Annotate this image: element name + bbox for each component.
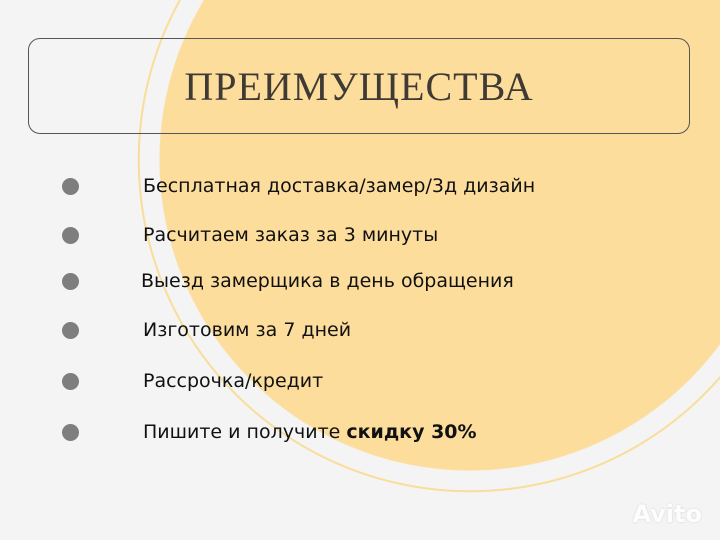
item-label: Бесплатная доставка/замер/3д дизайн <box>143 175 536 197</box>
list-item: Рассрочка/кредит <box>62 370 323 392</box>
list-item: Изготовим за 7 дней <box>62 319 351 341</box>
item-label: Рассрочка/кредит <box>143 370 324 392</box>
page-title: ПРЕИМУЩЕСТВА <box>184 63 534 109</box>
item-label: Пишите и получите скидку 30% <box>143 421 477 443</box>
item-label: Изготовим за 7 дней <box>143 319 352 341</box>
bullet-icon <box>62 321 79 339</box>
title-box: ПРЕИМУЩЕСТВА <box>28 38 690 134</box>
bullet-icon <box>62 226 79 244</box>
list-item: Расчитаем заказ за 3 минуты <box>62 224 438 246</box>
bullet-icon <box>62 423 79 441</box>
list-item: Выезд замерщика в день обращения <box>62 270 514 292</box>
bullet-icon <box>62 372 79 390</box>
bullet-icon <box>62 272 79 290</box>
item-label: Расчитаем заказ за 3 минуты <box>143 224 439 246</box>
list-item: Пишите и получите скидку 30% <box>62 421 477 443</box>
discount-highlight: скидку 30% <box>346 421 477 443</box>
avito-watermark: Avito <box>632 500 702 528</box>
list-item: Бесплатная доставка/замер/3д дизайн <box>62 175 535 197</box>
bullet-icon <box>62 177 79 195</box>
item-label: Выезд замерщика в день обращения <box>141 270 514 292</box>
item-text: Пишите и получите <box>143 421 347 443</box>
